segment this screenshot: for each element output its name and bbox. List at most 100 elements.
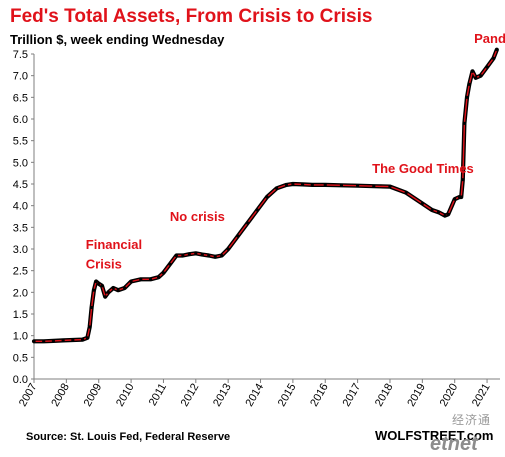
annotations: Financial Crisis No crisis The Good Times Pa… [86,31,505,271]
data-point [148,277,153,281]
data-point [220,253,224,258]
y-tick-label: 4.5 [13,179,28,191]
series-outline [31,47,499,344]
data-point [174,253,178,258]
data-point [200,253,204,257]
axes [31,53,500,383]
data-point [323,183,327,187]
data-point [116,288,120,292]
data-point [474,76,478,80]
x-tick-label: 2021 [470,382,493,409]
data-point [470,69,475,73]
data-point [245,221,250,225]
annotation-label: Pandemic [474,31,505,46]
data-point [97,282,101,286]
annotation-label: Crisis [86,257,122,272]
data-point [485,65,489,69]
data-point [462,121,467,125]
data-point [356,184,360,188]
source-note: Source: St. Louis Fed, Federal Reserve [26,431,231,443]
x-tick-label: 2011 [147,382,169,408]
data-point [51,339,56,343]
data-point [80,337,85,342]
x-tick-label: 2009 [82,382,105,409]
watermark-cn: 经济通 [452,413,492,427]
x-tick-label: 2008 [49,382,72,409]
x-tick-label: 2017 [341,382,364,409]
x-tick-label: 2015 [276,382,299,409]
data-point [139,277,143,281]
y-tick-label: 7.5 [13,49,28,61]
data-point [443,214,447,218]
tick-labels: 0.0 0.5 1.0 1.5 2.0 2.5 3.0 3.5 4.0 4.5 5.0 5.5 6.0 6… [13,49,493,409]
y-tick-label: 0.0 [13,374,28,386]
data-point [300,182,305,187]
data-point [372,184,376,188]
data-point [430,208,434,212]
data-point [156,275,161,279]
data-point [106,290,111,294]
data-point [275,186,279,190]
x-tick-label: 2014 [243,382,266,409]
y-tick-label: 4.0 [13,201,28,213]
data-point [94,279,98,284]
data-point [255,208,259,212]
data-point [187,252,191,256]
data-point [194,251,198,255]
chart-subtitle: Trillion $, week ending Wednesday [10,32,225,47]
data-point [491,56,496,60]
x-tick-label: 2012 [179,382,202,409]
data-point [265,195,269,199]
data-point [436,210,441,214]
data-point [284,183,289,187]
annotation-label: Financial [86,237,142,252]
y-tick-label: 5.5 [13,136,28,148]
data-point [32,339,36,343]
data-point [92,288,96,292]
data-point [465,95,469,99]
data-point [129,279,133,284]
data-point [339,183,344,187]
brand-text: WOLFSTREET.com [375,428,494,443]
y-tick-label: 6.0 [13,114,28,126]
y-tick-label: 7.0 [13,71,28,83]
plot-series [31,47,499,344]
x-tick-label: 2016 [308,382,331,409]
data-point [478,74,483,78]
data-point [236,234,240,238]
y-tick-label: 3.5 [13,222,28,234]
data-point [100,284,104,288]
data-point [310,183,314,187]
x-tick-label: 2010 [114,382,137,409]
data-point [420,201,424,206]
data-point [404,191,408,195]
data-point [181,253,185,258]
data-point [226,247,230,251]
data-point [90,305,94,310]
data-point [168,262,172,266]
data-point [85,336,89,340]
y-tick-label: 1.0 [13,331,28,343]
x-tick-label: 2019 [405,382,428,409]
data-point [388,185,392,189]
data-point [103,295,107,299]
x-tick-label: 2013 [211,382,234,409]
data-point [123,286,127,290]
watermark-logo: etnet [430,433,478,455]
x-tick-label: 2020 [438,382,461,409]
data-point [461,178,465,182]
data-point [495,48,499,52]
data-point [291,182,295,186]
data-point [213,255,217,259]
data-point [453,197,457,201]
data-point [88,325,92,329]
data-point [446,212,450,216]
data-point [71,338,75,342]
y-tick-label: 0.5 [13,352,28,364]
y-tick-label: 1.5 [13,309,28,321]
y-tick-label: 6.5 [13,92,28,104]
y-tick-label: 2.0 [13,287,28,299]
data-point [61,338,65,343]
y-tick-label: 2.5 [13,266,28,278]
